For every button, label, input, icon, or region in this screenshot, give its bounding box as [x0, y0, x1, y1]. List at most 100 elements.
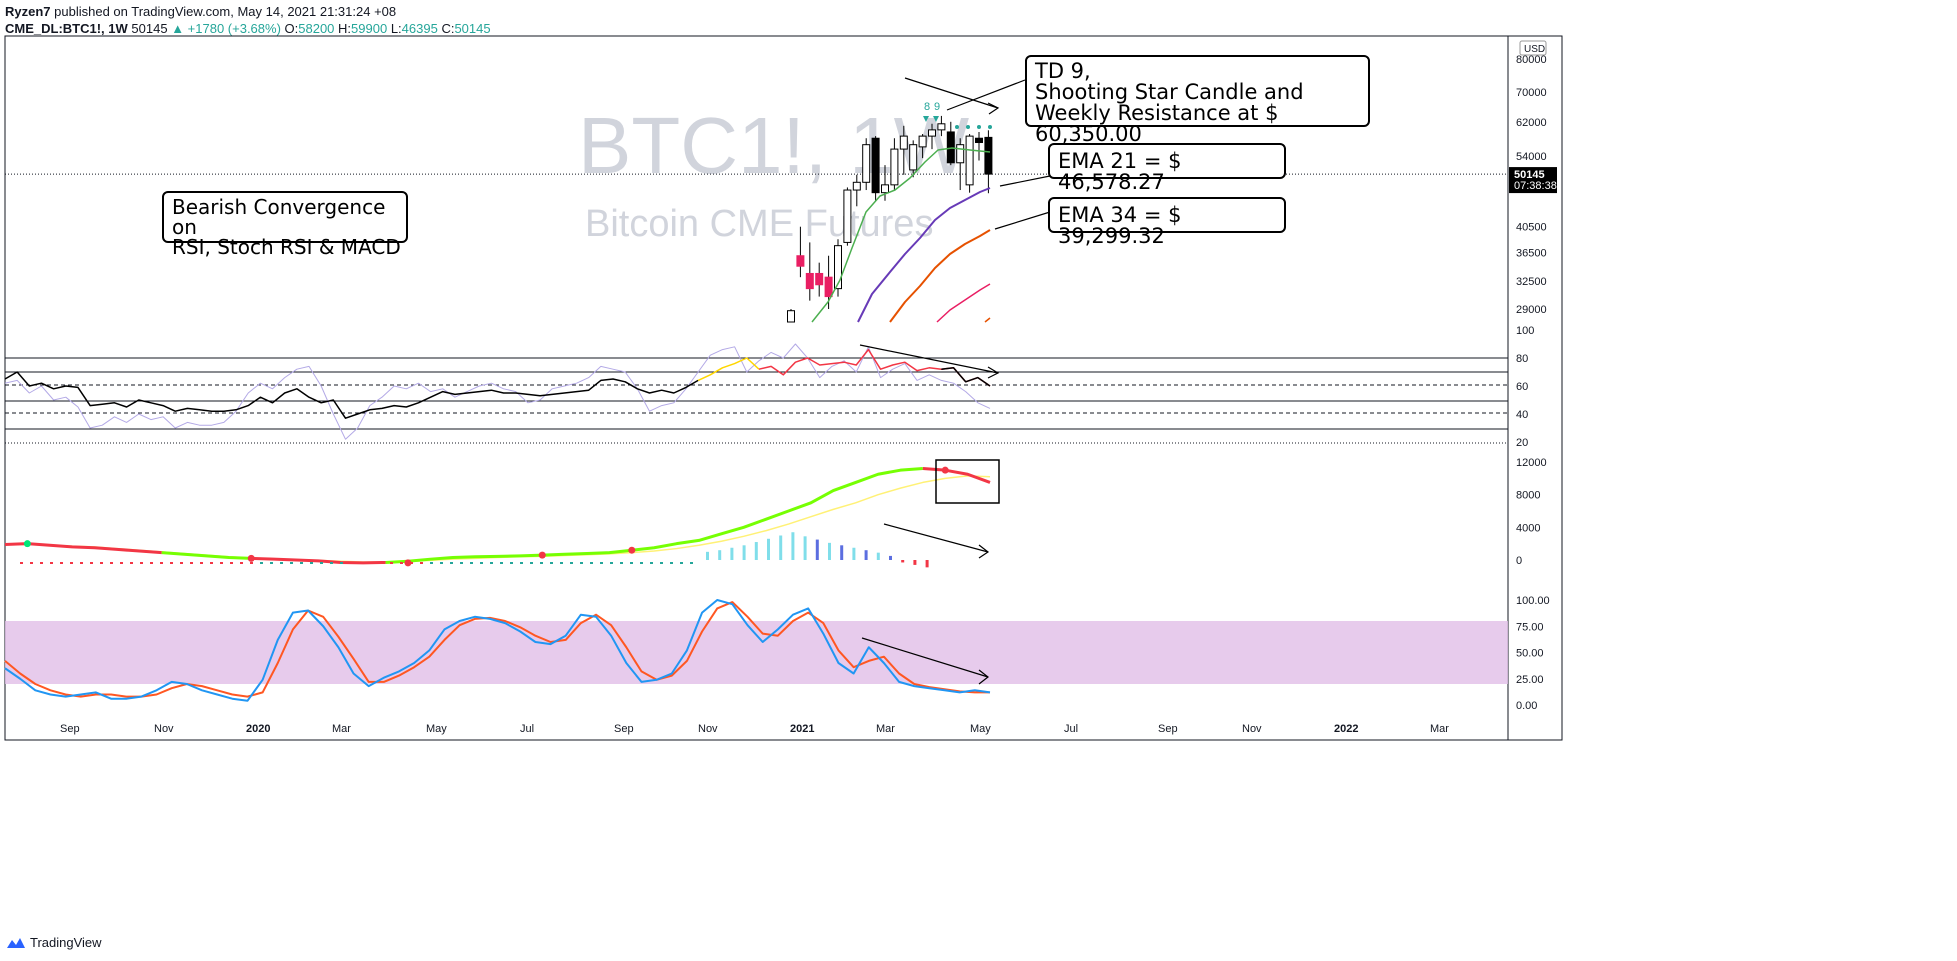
rsi-overbought-line — [697, 357, 760, 382]
macd-histogram-bar — [828, 542, 831, 560]
macd-cross-dot — [941, 466, 949, 474]
resistance-dot — [977, 125, 981, 129]
macd-histogram-bar — [876, 552, 880, 560]
td-label: 8 — [924, 101, 930, 113]
tradingview-icon — [7, 937, 25, 948]
macd-histogram-bar — [440, 562, 443, 564]
macd-histogram-bar — [30, 562, 33, 564]
price-tick-label: 80000 — [1516, 54, 1547, 66]
macd-histogram-bar — [340, 562, 343, 564]
macd-histogram-bar — [20, 562, 23, 564]
bullish-candle — [909, 144, 918, 171]
time-tick-label: Sep — [1158, 723, 1178, 735]
macd-histogram-bar — [889, 555, 892, 560]
macd-histogram-bar — [120, 562, 123, 564]
open-value: 58200 — [298, 21, 335, 36]
high-value: 59900 — [351, 21, 388, 36]
td9-leader-line — [946, 79, 1026, 111]
currency-box — [1519, 40, 1547, 56]
symbol-info: CME_DL:BTC1!, 1W 50145 ▲ +1780 (+3.68%) … — [5, 21, 491, 36]
macd-histogram-bar — [480, 562, 483, 564]
macd-histogram-bar — [580, 562, 583, 564]
bullish-candle — [843, 189, 852, 243]
resistance-dot — [988, 125, 992, 129]
macd-line — [161, 551, 252, 560]
rsi-tick-label: 100 — [1516, 325, 1534, 337]
macd-histogram-bar — [470, 562, 473, 564]
arrowhead-icon — [978, 669, 989, 685]
macd-histogram-bar — [350, 562, 353, 564]
macd-line — [251, 556, 386, 565]
rsi-tick-label: 80 — [1516, 353, 1528, 365]
td9-note: TD 9, Shooting Star Candle and Weekly Resi… — [1025, 55, 1370, 145]
macd-histogram-bar — [450, 562, 453, 564]
publish-info: Ryzen7 published on TradingView.com, May… — [5, 4, 397, 19]
bearish-candle — [946, 131, 955, 164]
tradingview-logo[interactable]: TradingView — [6, 935, 102, 950]
resistance-dot — [955, 125, 959, 129]
bearish-candle — [871, 137, 880, 194]
ema21-leader-line — [999, 175, 1051, 187]
td-label: 9 — [934, 101, 940, 113]
td9-leader-line — [904, 77, 999, 109]
time-tick-label: Mar — [1430, 723, 1449, 735]
ema21-note: EMA 21 = $ 46,578.27 — [1048, 143, 1286, 193]
macd-histogram-bar — [150, 562, 153, 564]
time-tick-label: Sep — [60, 723, 80, 735]
macd-histogram-bar — [570, 562, 573, 564]
macd-histogram-bar — [803, 536, 807, 560]
macd-histogram-bar — [913, 560, 917, 565]
macd-histogram-bar — [290, 562, 293, 564]
price-change: ▲ +1780 (+3.68%) — [171, 21, 281, 36]
ema-89-line — [984, 317, 991, 323]
macd-histogram-bar — [320, 562, 323, 564]
macd-histogram-bar — [390, 562, 393, 564]
chart-frame — [4, 35, 1563, 741]
bullish-candle — [937, 123, 946, 131]
rsi-overbought-line — [758, 348, 991, 387]
time-tick-label: 2020 — [246, 723, 270, 735]
symbol-name: CME_DL:BTC1!, 1W — [5, 21, 128, 36]
macd-cross-dot — [628, 546, 636, 554]
bullish-candle — [852, 181, 861, 191]
countdown-label: 07:38:38 — [1514, 180, 1557, 192]
macd-histogram-bar — [50, 562, 53, 564]
macd-histogram-bar — [754, 542, 758, 560]
time-tick-label: Sep — [614, 723, 634, 735]
macd-histogram-bar — [380, 562, 383, 564]
time-tick-label: May — [426, 723, 447, 735]
macd-histogram-bar — [550, 562, 553, 564]
ema-34-line — [889, 229, 991, 323]
macd-histogram-bar — [590, 562, 593, 564]
macd-histogram-bar — [60, 562, 63, 564]
price-tick-label: 70000 — [1516, 87, 1547, 99]
macd-cross-dot — [23, 540, 31, 548]
macd-tick-label: 12000 — [1516, 457, 1547, 469]
time-tick-label: Nov — [154, 723, 174, 735]
macd-histogram-bar — [360, 562, 363, 564]
macd-tick-label: 0 — [1516, 555, 1522, 567]
stoch-tick-label: 25.00 — [1516, 674, 1544, 686]
macd-histogram-bar — [220, 562, 223, 564]
macd-line — [385, 467, 923, 564]
bearish-candle — [805, 272, 814, 290]
time-tick-label: Nov — [698, 723, 718, 735]
rsi-tick-label: 60 — [1516, 381, 1528, 393]
stoch-band — [5, 621, 1508, 684]
macd-histogram-bar — [864, 550, 868, 560]
macd-histogram-bar — [500, 562, 503, 564]
macd-histogram-bar — [852, 547, 856, 560]
macd-histogram-bar — [300, 562, 303, 564]
macd-histogram-bar — [560, 562, 563, 564]
bullish-candle — [928, 129, 936, 137]
time-tick-label: Jul — [1064, 723, 1078, 735]
macd-histogram-bar — [210, 562, 213, 564]
macd-histogram-bar — [130, 562, 133, 564]
macd-histogram-bar — [190, 562, 193, 564]
price-tick-label: 62000 — [1516, 117, 1547, 129]
macd-histogram-bar — [420, 562, 423, 564]
stoch-tick-label: 0.00 — [1516, 700, 1537, 712]
close-value: 50145 — [454, 21, 491, 36]
stoch-d-line — [4, 601, 990, 698]
